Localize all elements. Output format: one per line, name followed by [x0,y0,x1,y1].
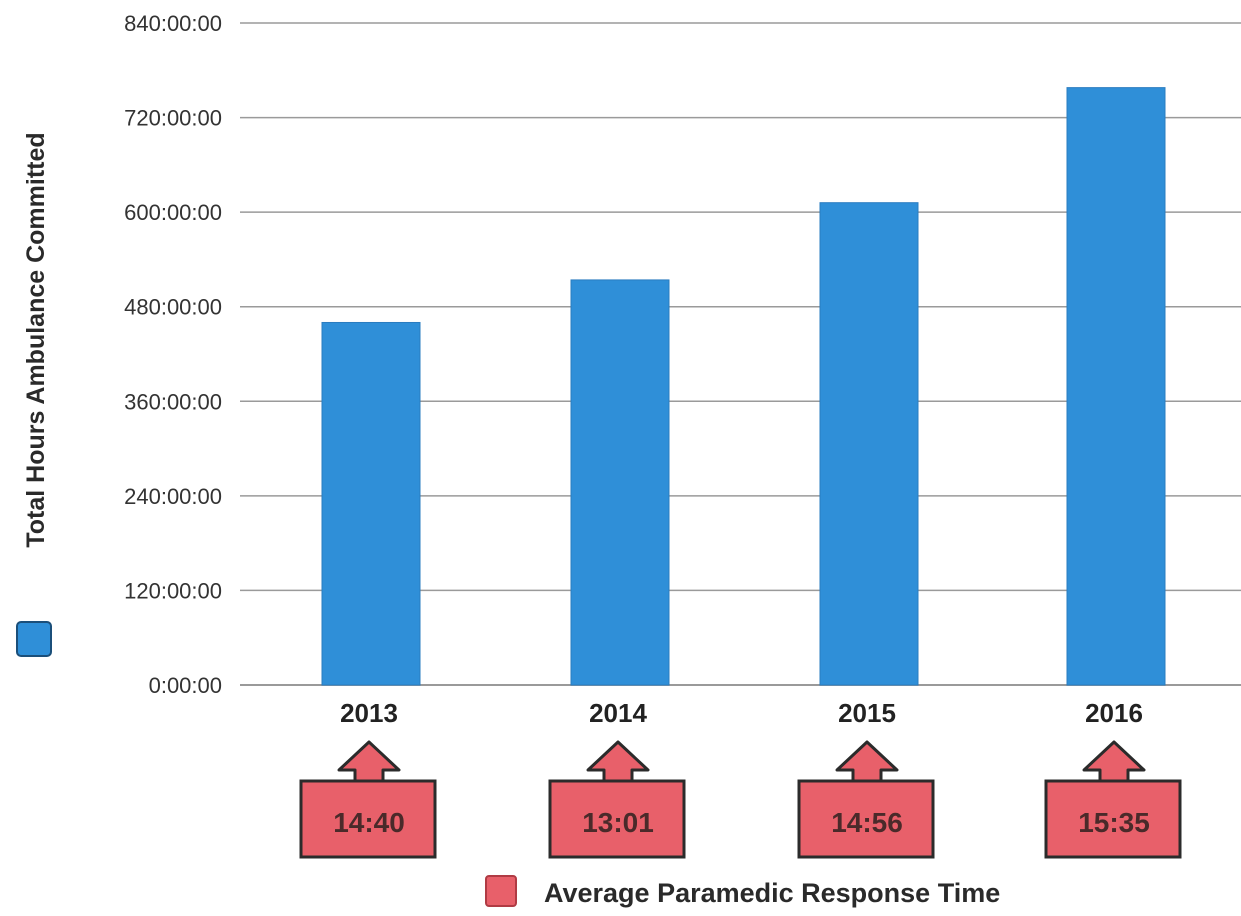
bar-2016 [1066,87,1166,686]
up-arrow-icon [1082,740,1146,783]
response-callout-2013: 14:40 [299,740,437,859]
y-tick-label: 480:00:00 [124,295,222,320]
y-tick-label: 840:00:00 [124,11,222,36]
x-tick-label: 2015 [838,698,896,728]
bar-layer [321,87,1166,686]
legend-response-label: Average Paramedic Response Time [544,878,1000,908]
response-callout-2014: 13:01 [548,740,686,859]
up-arrow-icon [337,740,401,783]
bar-2015 [819,202,919,686]
y-tick-labels: 0:00:00 120:00:00 240:00:00 360:00:00 480:00… [124,11,222,698]
response-time-box [548,779,686,859]
response-time-value: 15:35 [1078,807,1150,838]
response-time-box [1044,779,1182,859]
response-time-value: 14:56 [831,807,903,838]
response-time-value: 13:01 [582,807,654,838]
y-tick-label: 0:00:00 [149,673,222,698]
x-tick-labels: 2013 2014 2015 2016 [340,698,1143,728]
y-tick-label: 600:00:00 [124,200,222,225]
bar-2013 [321,321,421,686]
response-callout-2015: 14:56 [797,740,935,859]
y-tick-label: 360:00:00 [124,389,222,414]
y-tick-label: 120:00:00 [124,578,222,603]
up-arrow-icon [835,740,899,783]
y-axis-title: Total Hours Ambulance Committed [22,132,50,547]
y-tick-label: 720:00:00 [124,106,222,131]
response-time-callouts: 14:40 13:01 14:56 15:35 [299,740,1182,859]
up-arrow-icon [586,740,650,783]
x-tick-label: 2016 [1085,698,1143,728]
bar-2014 [570,279,670,686]
response-callout-2016: 15:35 [1044,740,1182,859]
response-time-box [797,779,935,859]
legend-bars-swatch [16,621,52,657]
legend-response-swatch [485,875,517,907]
y-tick-label: 240:00:00 [124,484,222,509]
response-time-box [299,779,437,859]
response-time-value: 14:40 [333,807,405,838]
x-tick-label: 2014 [589,698,647,728]
x-tick-label: 2013 [340,698,398,728]
